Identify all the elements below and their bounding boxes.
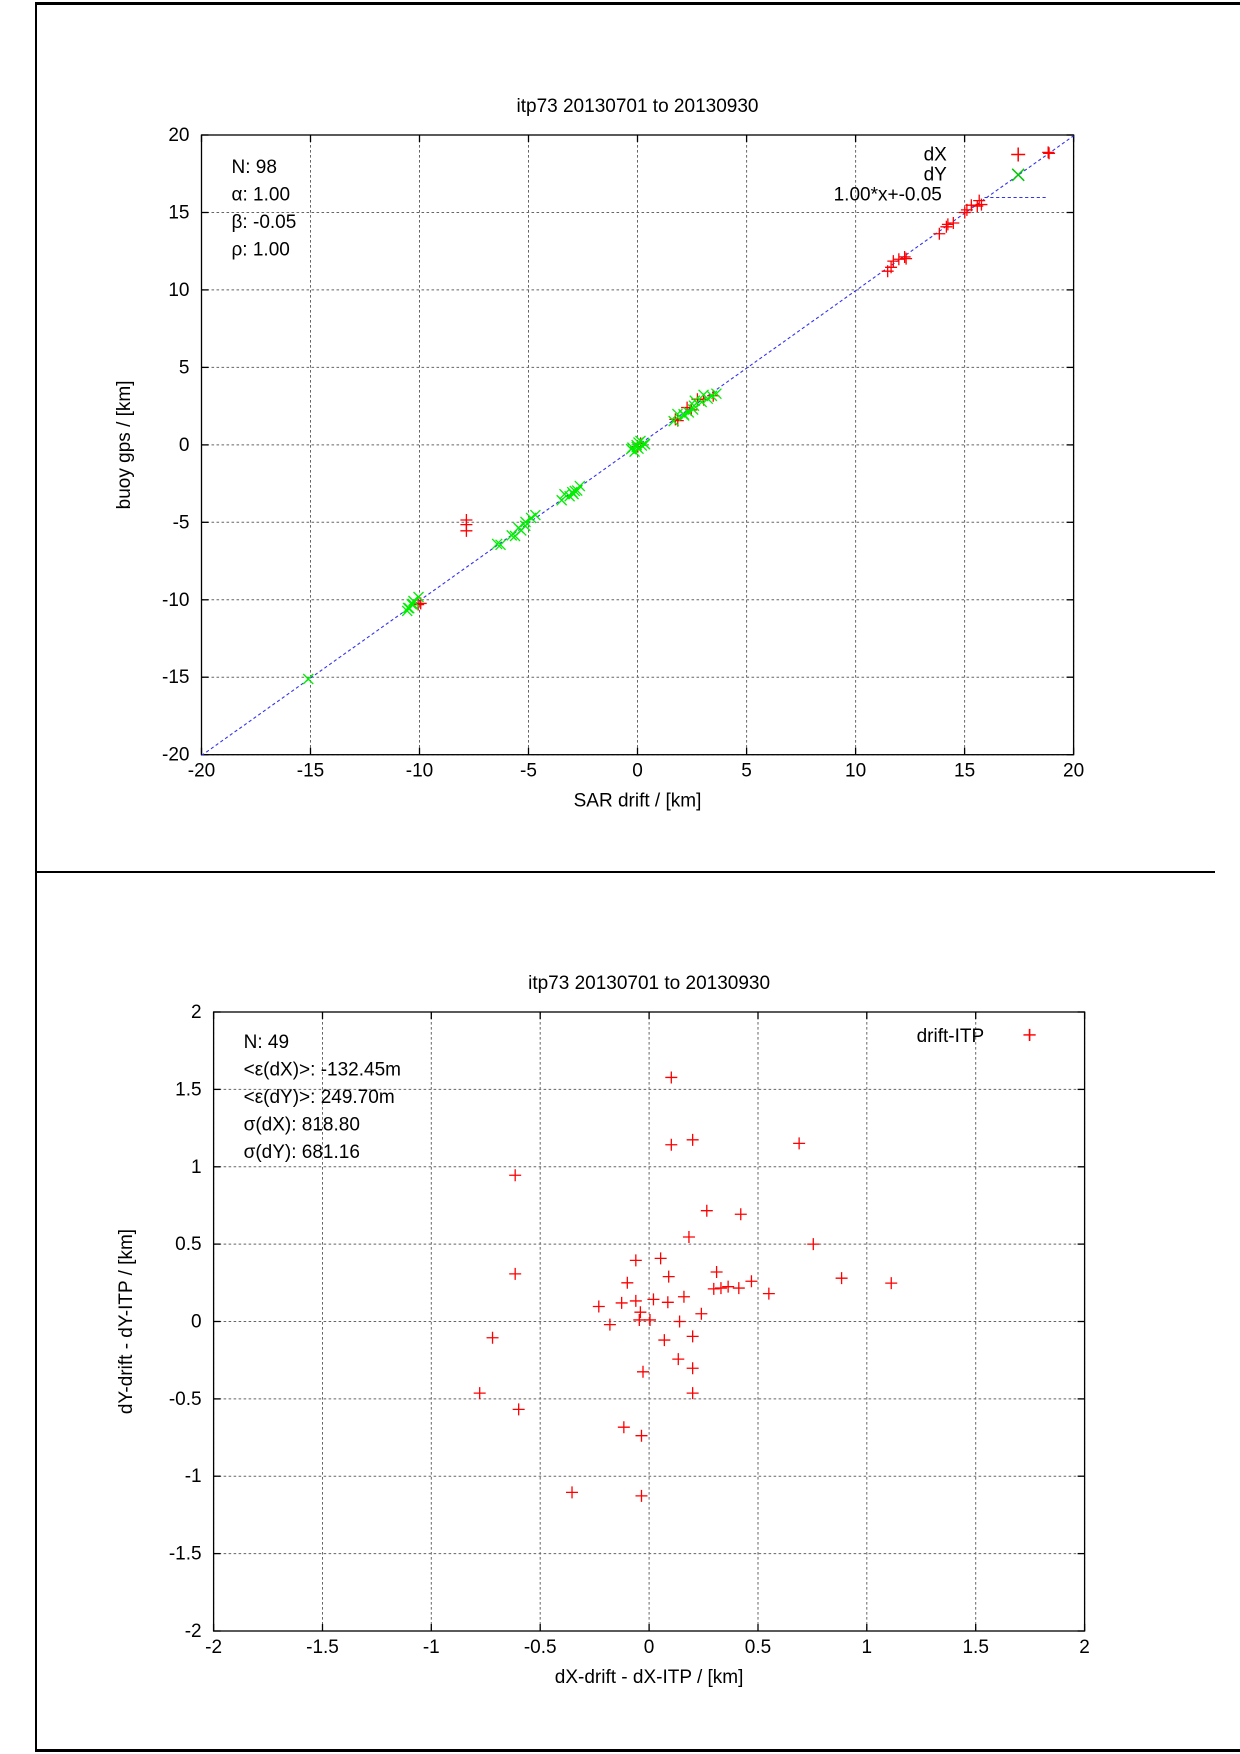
svg-text:0: 0	[644, 1637, 655, 1658]
svg-text:dX: dX	[924, 144, 948, 165]
svg-text:ρ: 1.00: ρ: 1.00	[232, 240, 290, 261]
svg-text:-15: -15	[162, 667, 189, 688]
svg-text:10: 10	[845, 761, 866, 782]
svg-text:-1.5: -1.5	[169, 1544, 202, 1565]
svg-text:-1: -1	[423, 1637, 440, 1658]
svg-text:15: 15	[954, 761, 975, 782]
svg-text:σ(dY): 681.16: σ(dY): 681.16	[244, 1142, 360, 1163]
svg-text:-1.5: -1.5	[306, 1637, 339, 1658]
svg-text:20: 20	[168, 125, 189, 146]
svg-text:5: 5	[179, 357, 190, 378]
svg-text:1: 1	[862, 1637, 873, 1658]
svg-text:<ε(dX)>: -132.45m: <ε(dX)>: -132.45m	[244, 1060, 401, 1081]
svg-text:0: 0	[632, 761, 643, 782]
svg-text:α: 1.00: α: 1.00	[232, 185, 291, 206]
svg-text:1.00*x+-0.05: 1.00*x+-0.05	[834, 185, 942, 206]
svg-text:20: 20	[1063, 761, 1084, 782]
svg-text:dX-drift - dX-ITP / [km]: dX-drift - dX-ITP / [km]	[555, 1667, 744, 1688]
svg-text:0: 0	[191, 1312, 202, 1333]
svg-text:-20: -20	[188, 761, 215, 782]
svg-text:<ε(dY)>: 249.70m: <ε(dY)>: 249.70m	[244, 1087, 395, 1108]
svg-text:-2: -2	[185, 1621, 202, 1642]
svg-text:10: 10	[168, 280, 189, 301]
svg-text:-20: -20	[162, 745, 189, 766]
svg-text:dY: dY	[924, 165, 948, 186]
svg-text:1.5: 1.5	[962, 1637, 988, 1658]
svg-text:5: 5	[741, 761, 752, 782]
svg-text:β: -0.05: β: -0.05	[232, 212, 297, 233]
svg-text:-5: -5	[520, 761, 537, 782]
svg-text:0.5: 0.5	[745, 1637, 771, 1658]
svg-text:SAR drift / [km]: SAR drift / [km]	[574, 791, 702, 812]
svg-text:2: 2	[1079, 1637, 1090, 1658]
svg-text:-10: -10	[162, 590, 189, 611]
svg-text:drift-ITP: drift-ITP	[917, 1026, 985, 1047]
svg-text:-0.5: -0.5	[169, 1389, 202, 1410]
svg-text:2: 2	[191, 1002, 202, 1023]
svg-text:-1: -1	[185, 1466, 202, 1487]
svg-text:0: 0	[179, 435, 190, 456]
svg-text:1: 1	[191, 1157, 202, 1178]
svg-text:0.5: 0.5	[175, 1234, 201, 1255]
svg-text:-0.5: -0.5	[524, 1637, 557, 1658]
svg-text:-15: -15	[297, 761, 324, 782]
svg-text:15: 15	[168, 203, 189, 224]
svg-text:σ(dX): 818.80: σ(dX): 818.80	[244, 1115, 360, 1136]
svg-text:-2: -2	[205, 1637, 222, 1658]
svg-text:-5: -5	[173, 512, 190, 533]
svg-text:dY-drift - dY-ITP / [km]: dY-drift - dY-ITP / [km]	[116, 1229, 137, 1414]
svg-text:itp73 20130701 to 20130930: itp73 20130701 to 20130930	[528, 973, 770, 994]
svg-text:buoy gps / [km]: buoy gps / [km]	[114, 380, 135, 509]
svg-text:-10: -10	[406, 761, 433, 782]
svg-text:N: 98: N: 98	[232, 157, 277, 178]
svg-text:N: 49: N: 49	[244, 1032, 289, 1053]
svg-text:itp73 20130701 to 20130930: itp73 20130701 to 20130930	[517, 96, 759, 117]
svg-text:1.5: 1.5	[175, 1079, 201, 1100]
